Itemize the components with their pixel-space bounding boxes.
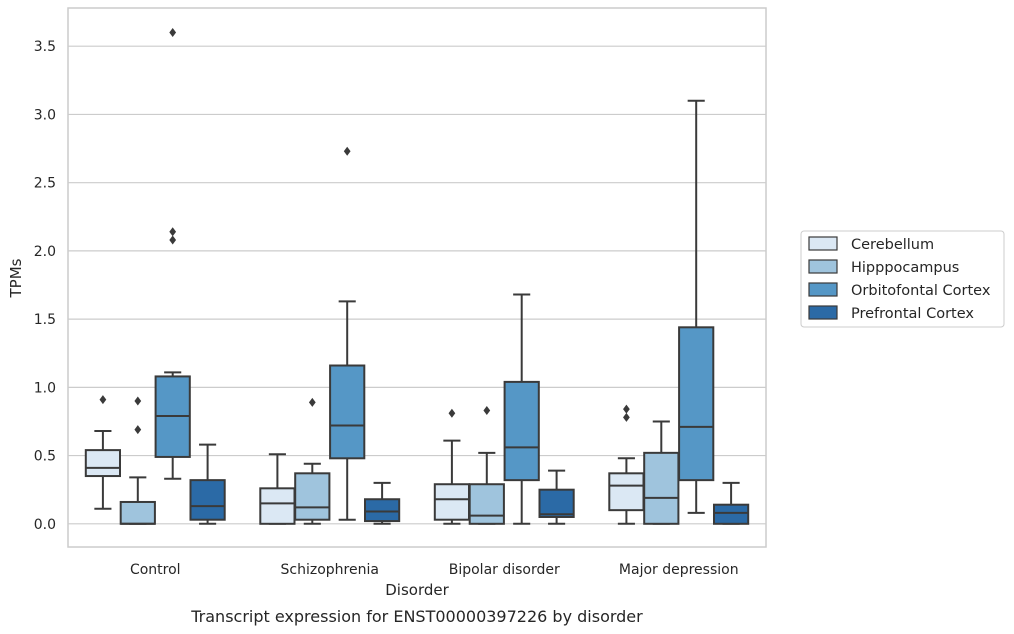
box (294, 472, 331, 521)
legend-label: Cerebellum (851, 237, 934, 253)
outlier-point (169, 235, 177, 245)
legend: Cerebellum Hipppocampus Orbitofontal Corte… (800, 230, 1005, 328)
box (189, 479, 226, 521)
outlier-point (448, 408, 456, 418)
y-tick-label: 0.0 (34, 517, 56, 533)
y-tick-label: 2.5 (34, 176, 56, 192)
outlier-point (623, 412, 630, 422)
box (712, 503, 750, 525)
figure-caption: Transcript expression for ENST0000039722… (190, 607, 643, 626)
legend-label: Orbitofontal Cortex (851, 283, 991, 299)
box (503, 380, 540, 482)
outlier-point (99, 395, 107, 405)
box (538, 488, 575, 518)
outlier-point (483, 406, 491, 416)
outlier-point (134, 396, 142, 406)
legend-swatch (808, 236, 838, 251)
y-axis-ticks: 0.0 0.5 1.0 1.5 2.0 2.5 3.0 3.5 (34, 39, 56, 533)
outlier-point (169, 227, 177, 237)
series-prefrontal-cortex (189, 443, 750, 525)
y-tick-label: 2.0 (34, 244, 56, 260)
x-tick-label: Bipolar disorder (449, 562, 560, 578)
legend-label: Prefrontal Cortex (851, 306, 974, 322)
box-series (84, 28, 750, 525)
box (329, 364, 366, 460)
outlier-point (623, 404, 630, 414)
x-axis-ticks: Control Schizophrenia Bipolar disorder Majo… (130, 562, 739, 578)
box (678, 326, 715, 482)
outlier-point (308, 397, 316, 407)
plot-frame (67, 7, 767, 548)
box (363, 498, 401, 523)
legend-swatch (808, 305, 838, 320)
y-tick-label: 1.5 (34, 312, 56, 328)
box (259, 487, 296, 525)
box (468, 483, 505, 525)
box (119, 500, 156, 525)
box (643, 451, 680, 525)
x-tick-label: Schizophrenia (281, 562, 379, 578)
y-tick-label: 3.0 (34, 107, 56, 123)
y-tick-label: 3.5 (34, 39, 56, 55)
outlier-point (134, 425, 142, 435)
legend-frame (800, 230, 1005, 328)
series-orbitofontal-cortex (154, 28, 715, 525)
y-axis-label: TPMs (7, 258, 25, 298)
legend-swatch (808, 259, 838, 274)
legend-swatch (808, 282, 838, 297)
x-tick-label: Major depression (619, 562, 739, 578)
x-axis-label: Disorder (385, 581, 449, 599)
outlier-point (343, 146, 351, 156)
legend-label: Hipppocampus (851, 260, 959, 276)
series-hipppocampus (119, 396, 680, 525)
box (608, 472, 645, 512)
y-tick-label: 1.0 (34, 380, 56, 396)
box (433, 483, 471, 521)
y-tick-label: 0.5 (34, 449, 56, 465)
outlier-point (169, 28, 177, 38)
x-tick-label: Control (130, 562, 181, 578)
box (84, 449, 122, 478)
